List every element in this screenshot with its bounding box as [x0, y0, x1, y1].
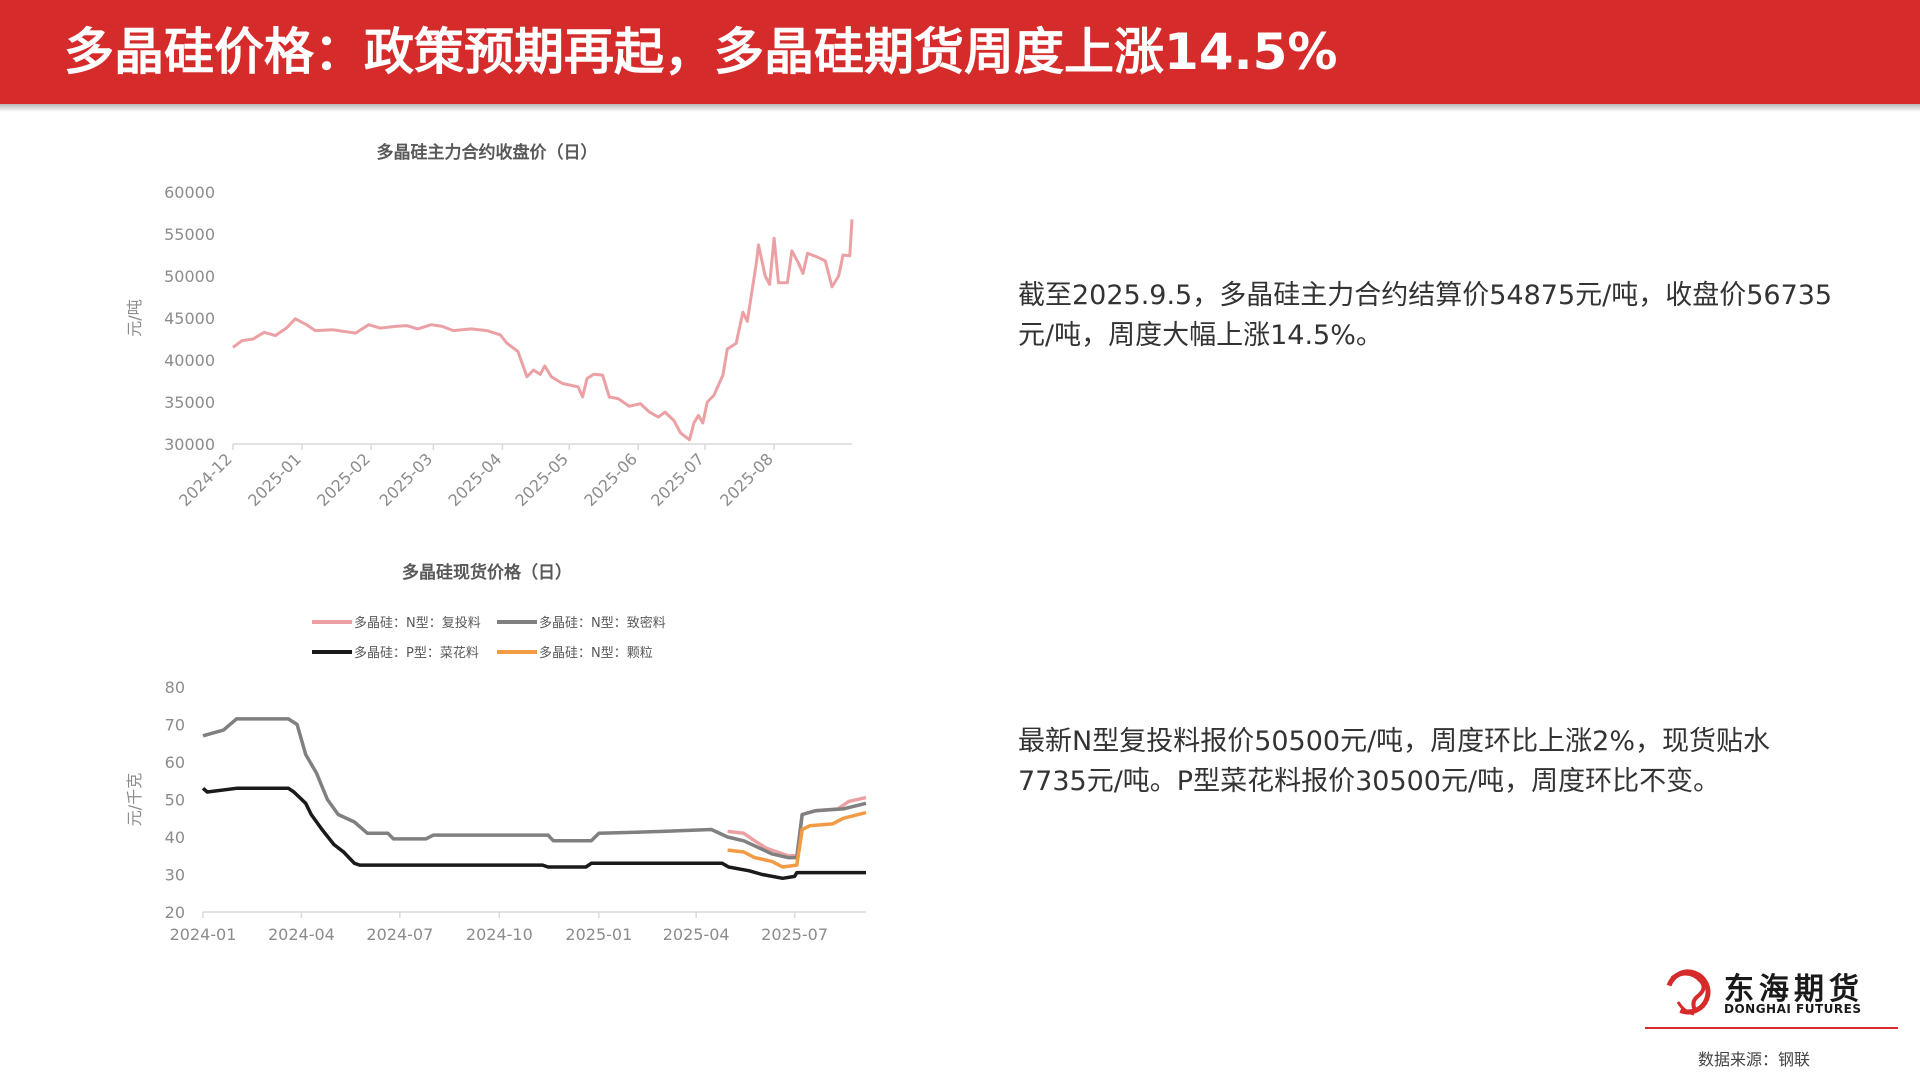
y-tick-label: 45000 [164, 309, 215, 328]
x-tick-label: 2024-04 [268, 925, 335, 944]
spot-summary-text: 最新N型复投料报价50500元/吨，周度环比上涨2%，现货贴水7735元/吨。P… [1018, 726, 1771, 797]
company-logo: 东海期货 DONGHAI FUTURES [1660, 962, 1900, 1022]
x-tick-label: 2025-04 [445, 449, 506, 510]
y-tick-label: 30 [165, 866, 185, 885]
legend-label-2: 多晶硅：N型：致密料 [539, 615, 666, 631]
x-tick-label: 2025-05 [511, 449, 572, 510]
legend-label-1: 多晶硅：N型：复投料 [354, 615, 481, 631]
chart-title: 多晶硅主力合约收盘价（日） [377, 142, 598, 163]
logo-name-cn: 东海期货 [1724, 972, 1864, 1007]
x-tick-label: 2025-06 [580, 449, 641, 510]
y-tick-label: 70 [165, 716, 185, 735]
x-tick-label: 2025-01 [565, 925, 632, 944]
spot-price-chart: 多晶硅现货价格（日） 元/千克 20 30 40 50 60 70 80 2024-01 2024-… [125, 562, 867, 944]
y-tick-label: 40 [165, 828, 185, 847]
title-bar-shadow [0, 104, 1920, 112]
x-tick-label: 2024-12 [175, 449, 236, 510]
y-axis-label: 元/千克 [125, 773, 144, 826]
y-tick-label: 40000 [164, 351, 215, 370]
x-tick-label: 2025-07 [647, 449, 708, 510]
x-tick-label: 2025-03 [376, 449, 437, 510]
legend-label-4: 多晶硅：N型：颗粒 [539, 645, 653, 661]
y-tick-label: 60 [165, 753, 185, 772]
y-tick-label: 55000 [164, 225, 215, 244]
dragon-logo-icon [1665, 969, 1711, 1016]
y-tick-label: 80 [165, 678, 185, 697]
futures-close-price-chart: 多晶硅主力合约收盘价（日） 元/吨 30000 35000 40000 45000 5000… [125, 142, 854, 510]
x-tick-label: 2025-04 [663, 925, 730, 944]
x-tick-label: 2024-01 [170, 925, 237, 944]
x-tick-label: 2025-01 [244, 449, 305, 510]
series-line-1 [232, 219, 854, 442]
legend-label-3: 多晶硅：P型：菜花料 [354, 645, 479, 661]
y-tick-label: 60000 [164, 183, 215, 202]
series-line-4 [727, 810, 867, 869]
x-tick-label: 2024-10 [466, 925, 533, 944]
series-line-3 [201, 786, 866, 881]
y-tick-label: 50000 [164, 267, 215, 286]
y-tick-label: 30000 [164, 435, 215, 454]
logo-name-en: DONGHAI FUTURES [1724, 1002, 1862, 1016]
footer-divider [1645, 1027, 1898, 1029]
x-tick-label: 2025-07 [761, 925, 828, 944]
x-tick-label: 2025-02 [313, 449, 374, 510]
y-tick-label: 20 [165, 903, 185, 922]
y-axis-label: 元/吨 [125, 299, 144, 336]
series-line-2 [202, 717, 867, 860]
slide-title: 多晶硅价格：政策预期再起，多晶硅期货周度上涨14.5% [64, 23, 1338, 81]
x-tick-label: 2025-08 [716, 449, 777, 510]
y-tick-label: 35000 [164, 393, 215, 412]
data-source-note: 数据来源：钢联 [1698, 1050, 1811, 1069]
chart-title: 多晶硅现货价格（日） [402, 562, 572, 583]
x-tick-label: 2024-07 [366, 925, 433, 944]
y-tick-label: 50 [165, 791, 185, 810]
title-bar [0, 0, 1920, 104]
futures-summary-text: 截至2025.9.5，多晶硅主力合约结算价54875元/吨，收盘价56735元/… [1018, 280, 1833, 351]
